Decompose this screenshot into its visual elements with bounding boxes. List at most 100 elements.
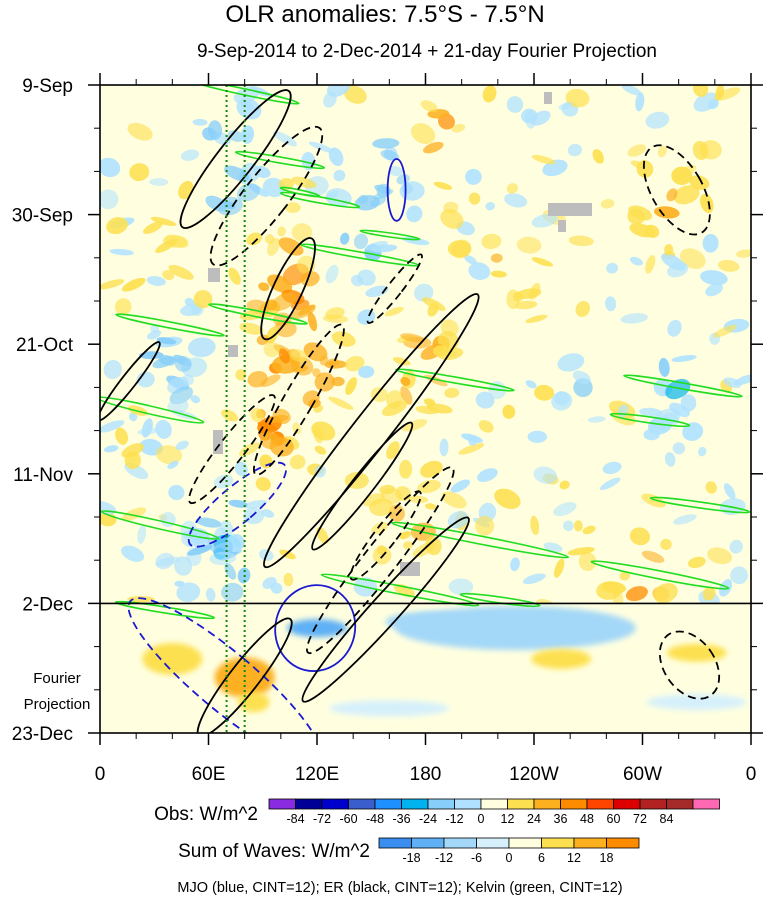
- obs-anomaly-blob: [657, 145, 667, 158]
- obs-anomaly-blob: [156, 337, 177, 345]
- obs-anomaly-blob: [451, 123, 466, 133]
- obs-anomaly-blob: [289, 454, 306, 470]
- obs-anomaly-blob: [506, 96, 524, 113]
- obs-anomaly-blob: [692, 85, 709, 97]
- obs-anomaly-blob: [195, 517, 222, 528]
- obs-anomaly-blob: [399, 459, 413, 479]
- kelvin-contour: [609, 412, 691, 428]
- obs-anomaly-blob: [261, 509, 275, 518]
- waves-colorbar-level-label: 12: [567, 851, 581, 865]
- obs-anomaly-blob: [530, 515, 540, 536]
- obs-colorbar-swatch: [480, 798, 508, 810]
- obs-colorbar-level-label: -36: [392, 812, 410, 826]
- obs-colorbar: -84 -72 -60 -48 -36 -24 -12 0 12 24 36 48 60 72 84: [268, 798, 720, 826]
- obs-colorbar-swatch: [666, 798, 694, 810]
- obs-anomaly-blob: [490, 270, 507, 278]
- obs-colorbar-level-label: 48: [580, 812, 594, 826]
- kelvin-contour: [623, 374, 743, 398]
- kelvin-contour: [114, 600, 216, 620]
- obs-colorbar-swatch: [560, 798, 588, 810]
- obs-anomaly-blob: [478, 420, 494, 433]
- er-contour: [179, 89, 292, 229]
- obs-colorbar-swatch: [374, 798, 402, 810]
- obs-anomaly-blob: [205, 195, 227, 212]
- er-contour: [311, 421, 414, 551]
- obs-anomaly-blob: [370, 196, 387, 207]
- kelvin-contour: [395, 368, 515, 392]
- obs-anomaly-blob: [408, 495, 429, 504]
- obs-anomaly-blob: [417, 479, 441, 494]
- obs-anomaly-blob: [114, 298, 132, 316]
- er-contour: [306, 466, 455, 655]
- y-tick-label: 2-Dec: [22, 594, 73, 615]
- obs-anomaly-blob: [357, 269, 376, 286]
- obs-anomaly-blob: [302, 390, 320, 407]
- mjo-contour: [127, 597, 323, 733]
- x-axis: 0 60E 120E 180 120W 60W 0: [95, 73, 757, 785]
- obs-anomaly-blob: [531, 257, 554, 267]
- obs-anomaly-blob: [143, 221, 163, 234]
- obs-anomaly-blob: [100, 420, 125, 433]
- obs-anomaly-blob: [444, 387, 460, 399]
- x-tick-label: 180: [410, 764, 442, 785]
- obs-anomaly-blob: [687, 556, 706, 569]
- obs-anomaly-blob: [167, 460, 179, 470]
- x-tick-label: 120W: [509, 764, 559, 785]
- obs-anomaly-blob: [260, 374, 281, 388]
- obs-anomaly-blob: [723, 483, 736, 500]
- chart-subtitle: 9-Sep-2014 to 2-Dec-2014 + 21-day Fourie…: [197, 41, 657, 62]
- obs-anomaly-blob: [490, 253, 503, 263]
- obs-anomaly-blob: [386, 441, 400, 460]
- y-tick-label: 23-Dec: [12, 724, 73, 745]
- obs-anomaly-blob: [314, 445, 327, 455]
- obs-anomaly-blob: [649, 419, 669, 432]
- obs-anomaly-blob: [365, 240, 388, 251]
- obs-anomaly-blob: [264, 234, 275, 244]
- obs-anomaly-blob: [689, 175, 710, 190]
- projection-label-line1: Fourier: [33, 670, 81, 687]
- obs-anomaly-blob: [671, 355, 697, 362]
- obs-anomaly-blob: [267, 274, 293, 293]
- obs-anomaly-blob: [658, 357, 670, 377]
- er-contour: [301, 516, 470, 703]
- kelvin-contour: [100, 510, 220, 540]
- missing-data-patch: [544, 92, 552, 104]
- obs-anomaly-blob: [174, 580, 185, 587]
- obs-anomaly-blob: [620, 313, 648, 324]
- x-tick-label: 0: [746, 764, 757, 785]
- obs-anomaly-blob: [270, 582, 283, 594]
- obs-colorbar-level-label: 36: [554, 812, 568, 826]
- obs-anomaly-blob: [673, 185, 700, 205]
- kelvin-contour: [208, 303, 308, 325]
- obs-anomaly-blob: [661, 253, 686, 271]
- obs-anomaly-blob: [399, 531, 411, 540]
- obs-anomaly-blob: [702, 233, 719, 253]
- obs-anomaly-blob: [121, 277, 146, 292]
- projection-anomaly-blob: [329, 700, 450, 717]
- mjo-contour: [386, 158, 407, 222]
- obs-anomaly-blob: [289, 349, 308, 362]
- obs-anomaly-blob: [713, 324, 737, 338]
- obs-anomaly-blob: [534, 384, 555, 401]
- obs-anomaly-blob: [528, 282, 541, 300]
- kelvin-contour: [234, 150, 326, 170]
- obs-anomaly-blob: [174, 556, 193, 576]
- obs-anomaly-blob: [167, 398, 189, 414]
- obs-anomaly-blob: [353, 233, 369, 250]
- kelvin-contours: [100, 85, 751, 620]
- obs-anomaly-blob: [322, 314, 349, 323]
- obs-anomaly-blob: [592, 149, 604, 164]
- y-tick-label: 9-Sep: [22, 76, 73, 97]
- kelvin-contour: [390, 521, 570, 559]
- obs-anomaly-blob: [164, 234, 189, 248]
- obs-anomaly-blob: [568, 235, 594, 247]
- obs-anomaly-blob: [437, 347, 464, 361]
- waves-colorbar-level-label: 6: [538, 851, 545, 865]
- kelvin-contour: [279, 191, 361, 209]
- obs-anomaly-blob: [393, 584, 415, 598]
- obs-anomaly-blob: [468, 436, 478, 446]
- obs-anomaly-blob: [152, 356, 176, 369]
- obs-anomaly-blob: [403, 541, 413, 550]
- waves-colorbar-label: Sum of Waves: W/m^2: [178, 841, 370, 862]
- obs-anomaly-blob: [380, 149, 400, 161]
